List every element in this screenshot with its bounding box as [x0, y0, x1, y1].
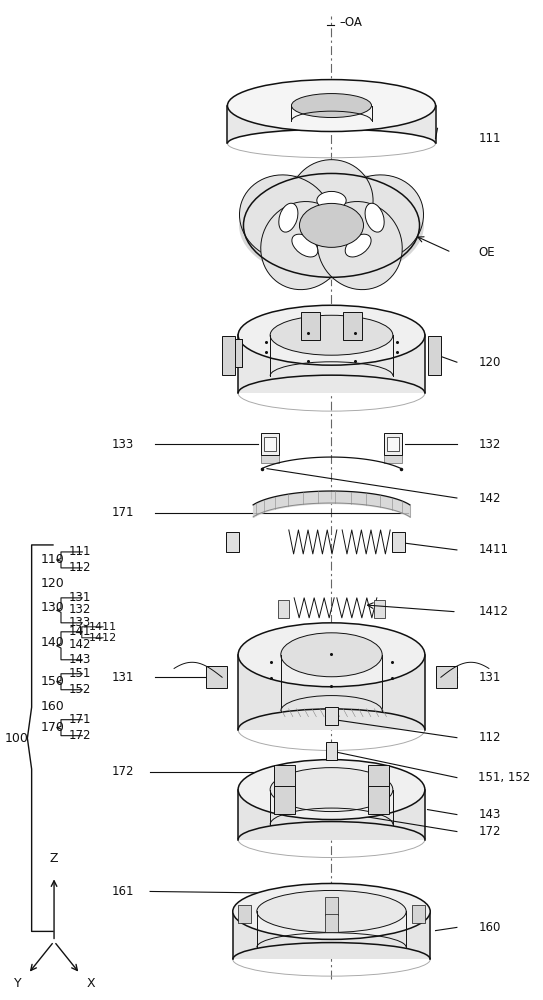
FancyBboxPatch shape: [368, 786, 389, 814]
FancyBboxPatch shape: [383, 441, 402, 463]
Text: 1411: 1411: [89, 622, 117, 632]
Ellipse shape: [238, 623, 425, 687]
Text: 133: 133: [112, 438, 134, 451]
Text: 170: 170: [41, 721, 65, 734]
Ellipse shape: [239, 175, 332, 260]
Text: 112: 112: [478, 731, 501, 744]
Ellipse shape: [239, 171, 424, 280]
Text: 151, 152: 151, 152: [478, 771, 531, 784]
FancyBboxPatch shape: [387, 437, 399, 451]
Text: 143: 143: [478, 808, 501, 821]
FancyBboxPatch shape: [229, 339, 242, 367]
Text: 132: 132: [478, 438, 501, 451]
FancyBboxPatch shape: [325, 897, 338, 915]
Text: 110: 110: [41, 553, 65, 566]
FancyBboxPatch shape: [274, 765, 295, 793]
Ellipse shape: [290, 160, 373, 241]
FancyBboxPatch shape: [343, 312, 362, 340]
Text: 111: 111: [69, 545, 91, 558]
Text: 142: 142: [478, 492, 501, 505]
FancyBboxPatch shape: [435, 666, 457, 688]
Ellipse shape: [317, 191, 346, 209]
Text: 142: 142: [69, 638, 91, 651]
FancyBboxPatch shape: [238, 335, 425, 393]
Text: Y: Y: [14, 977, 21, 990]
FancyBboxPatch shape: [300, 312, 320, 340]
FancyBboxPatch shape: [261, 441, 280, 463]
FancyBboxPatch shape: [264, 437, 276, 451]
Ellipse shape: [233, 883, 430, 939]
Ellipse shape: [238, 305, 425, 365]
Text: 141: 141: [69, 625, 91, 638]
Text: 1412: 1412: [89, 633, 117, 643]
Text: Z: Z: [50, 852, 58, 865]
Text: OE: OE: [478, 246, 495, 259]
Ellipse shape: [365, 203, 384, 232]
Text: 160: 160: [41, 700, 65, 713]
FancyBboxPatch shape: [412, 905, 425, 923]
Text: X: X: [86, 977, 95, 990]
Ellipse shape: [331, 175, 424, 260]
Ellipse shape: [257, 890, 406, 932]
Text: 120: 120: [478, 356, 501, 369]
Ellipse shape: [270, 768, 393, 812]
Text: –OA: –OA: [339, 16, 362, 29]
Text: 100: 100: [5, 732, 29, 745]
FancyBboxPatch shape: [325, 707, 338, 725]
Text: 112: 112: [69, 561, 91, 574]
Text: 171: 171: [69, 713, 91, 726]
FancyBboxPatch shape: [206, 666, 228, 688]
Text: 140: 140: [41, 636, 65, 649]
Text: 130: 130: [41, 601, 65, 614]
Text: 171: 171: [111, 506, 134, 519]
Text: 131: 131: [478, 671, 501, 684]
Ellipse shape: [270, 315, 393, 355]
FancyBboxPatch shape: [325, 914, 338, 932]
FancyBboxPatch shape: [238, 655, 425, 730]
FancyBboxPatch shape: [427, 336, 441, 375]
Text: 172: 172: [111, 765, 134, 778]
Ellipse shape: [238, 760, 425, 820]
Text: 133: 133: [69, 616, 91, 629]
FancyBboxPatch shape: [383, 433, 402, 455]
Text: 161: 161: [111, 885, 134, 898]
FancyBboxPatch shape: [392, 532, 405, 552]
FancyBboxPatch shape: [238, 905, 251, 923]
FancyBboxPatch shape: [278, 600, 289, 618]
Text: 143: 143: [69, 653, 91, 666]
FancyBboxPatch shape: [226, 532, 239, 552]
Text: 131: 131: [69, 591, 91, 604]
Ellipse shape: [292, 234, 318, 257]
Text: 131: 131: [112, 671, 134, 684]
FancyBboxPatch shape: [261, 433, 280, 455]
FancyBboxPatch shape: [368, 765, 389, 793]
Text: 172: 172: [478, 825, 501, 838]
Ellipse shape: [292, 94, 371, 118]
Text: 111: 111: [478, 132, 501, 145]
Text: 172: 172: [69, 729, 91, 742]
Ellipse shape: [228, 80, 435, 132]
FancyBboxPatch shape: [229, 339, 242, 367]
Text: 120: 120: [41, 577, 65, 590]
FancyBboxPatch shape: [326, 742, 337, 760]
Ellipse shape: [345, 234, 371, 257]
Ellipse shape: [279, 203, 298, 232]
FancyBboxPatch shape: [233, 911, 430, 959]
FancyBboxPatch shape: [238, 790, 425, 840]
Ellipse shape: [281, 633, 382, 677]
Text: 1411: 1411: [478, 543, 508, 556]
Text: 152: 152: [69, 683, 91, 696]
Polygon shape: [228, 80, 435, 143]
Ellipse shape: [261, 202, 346, 290]
Ellipse shape: [317, 202, 402, 290]
Ellipse shape: [300, 203, 363, 247]
Text: 132: 132: [69, 603, 91, 616]
Text: 151: 151: [69, 667, 91, 680]
Text: 160: 160: [478, 921, 501, 934]
FancyBboxPatch shape: [222, 336, 236, 375]
Text: 1412: 1412: [478, 605, 508, 618]
FancyBboxPatch shape: [374, 600, 385, 618]
Text: 150: 150: [41, 675, 65, 688]
FancyBboxPatch shape: [274, 786, 295, 814]
